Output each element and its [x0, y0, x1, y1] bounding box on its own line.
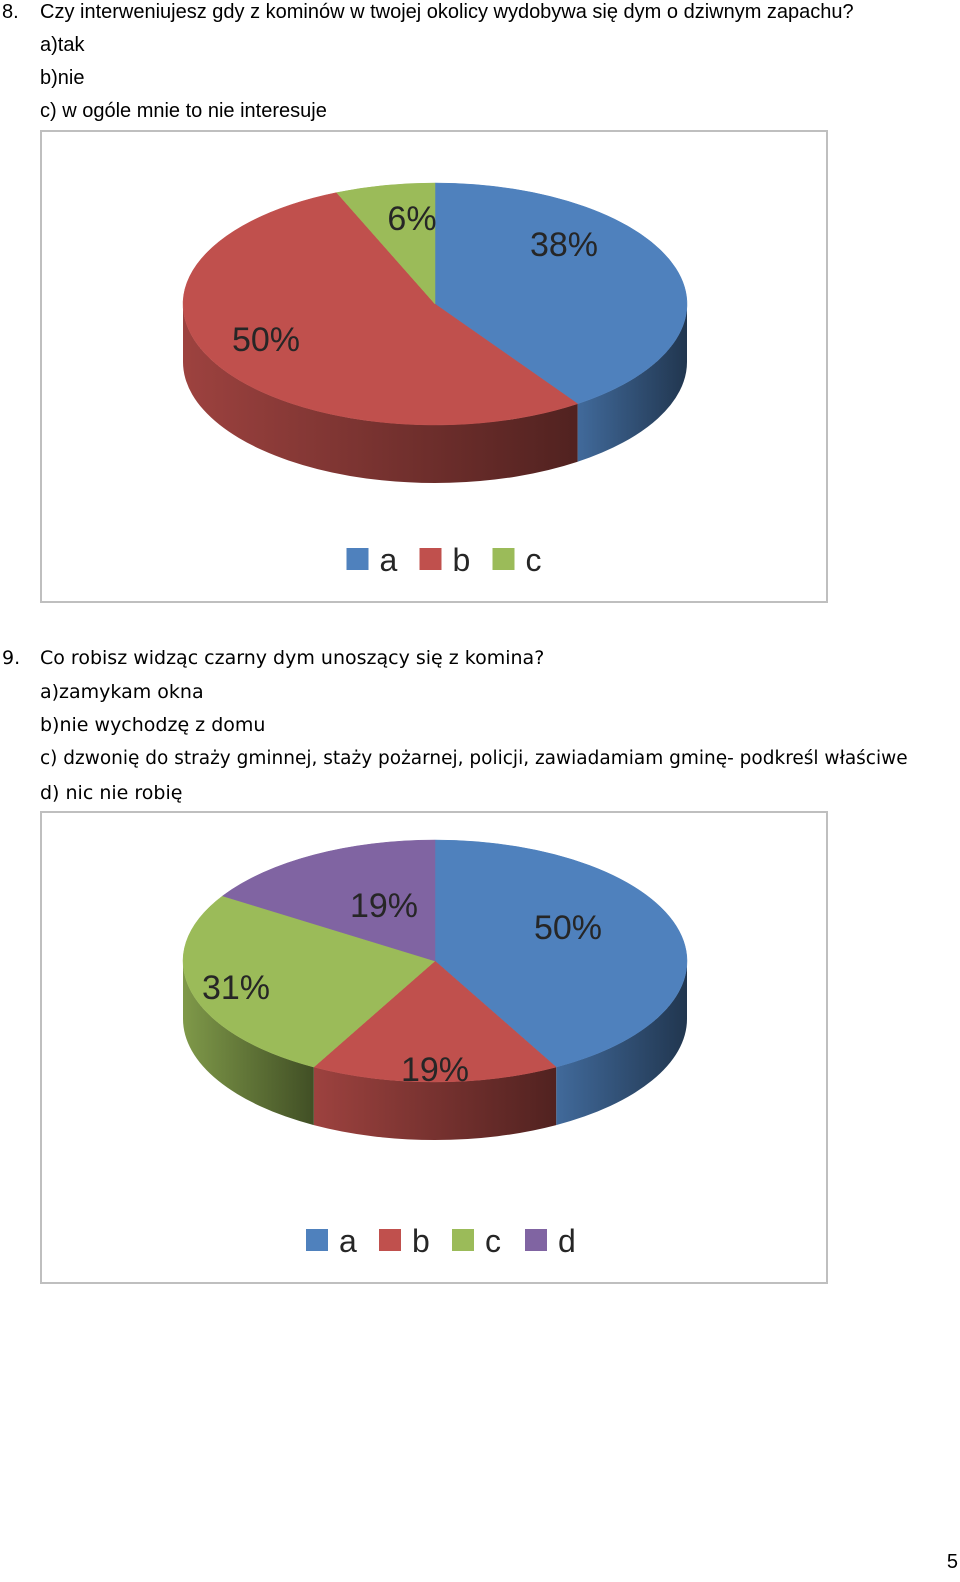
legend-label: a [380, 542, 398, 578]
pie-slice-c [336, 182, 436, 305]
pie-slice-b [313, 960, 557, 1083]
answer-option: c) w ogóle mnie to nie interesuje [40, 100, 327, 122]
answer-option: a)zamykam okna [40, 681, 204, 703]
legend-label: d [558, 1223, 576, 1259]
pie-data-label: 6% [387, 200, 436, 238]
answer-option: b)nie [40, 67, 85, 89]
pie-data-label: 50% [232, 321, 300, 359]
legend-swatch [492, 548, 515, 570]
pie-slice-b [182, 192, 579, 426]
chart-legend: a b c [346, 542, 542, 578]
pie-side-a [577, 304, 687, 462]
question-text: Co robisz widząc czarny dym unoszący się… [40, 647, 545, 669]
legend-label: a [339, 1223, 357, 1259]
legend-label: b [412, 1223, 430, 1259]
pie-side-walls [183, 961, 687, 1140]
answer-option: c) dzwonię do straży gminnej, staży poża… [40, 748, 908, 769]
pie-data-label: 19% [350, 887, 418, 925]
answer-option: d) nic nie robię [40, 782, 183, 804]
pie-data-labels: 38% 50% 6% [232, 200, 598, 359]
pie-slice-c [182, 895, 436, 1068]
legend-swatch [419, 548, 442, 570]
pie-chart-svg: 50% 19% 31% 19% a b c d [182, 839, 688, 1259]
legend-label: c [485, 1223, 501, 1259]
legend-swatch [452, 1229, 474, 1251]
answer-option: b)nie wychodzę z domu [40, 714, 266, 736]
pie-chart-q8: 38% 50% 6% a b c [40, 130, 828, 603]
pie-side-b [313, 1067, 557, 1140]
pie-slices [182, 839, 688, 1083]
question-text: Czy interweniujesz gdy z kominów w twoje… [40, 1, 854, 23]
pie-chart-q9: 50% 19% 31% 19% a b c d [40, 811, 828, 1284]
legend-swatch [525, 1229, 547, 1251]
answer-option: a)tak [40, 34, 85, 56]
pie-data-label: 19% [401, 1051, 469, 1089]
pie-slice-d [221, 839, 436, 962]
legend-label: b [453, 542, 471, 578]
pie-data-label: 38% [530, 226, 598, 264]
legend-swatch [306, 1229, 328, 1251]
question-number: 8. [2, 1, 19, 23]
pie-data-label: 31% [202, 969, 270, 1007]
pie-side-walls [183, 304, 687, 483]
chart-legend: a b c d [306, 1223, 576, 1259]
pie-data-label: 50% [534, 909, 602, 947]
pie-data-labels: 50% 19% 31% 19% [202, 887, 602, 1089]
pie-side-c [183, 961, 314, 1126]
pie-slice-a [434, 839, 688, 1068]
legend-label: c [526, 542, 542, 578]
legend-swatch [346, 548, 369, 570]
page-number: 5 [946, 1551, 958, 1573]
pie-slices [182, 182, 688, 426]
question-number: 9. [2, 647, 21, 669]
pie-chart-svg: 38% 50% 6% a b c [182, 182, 688, 578]
pie-slice-a [434, 182, 688, 405]
legend-swatch [379, 1229, 401, 1251]
pie-side-b [183, 304, 578, 483]
pie-side-a [556, 961, 687, 1126]
